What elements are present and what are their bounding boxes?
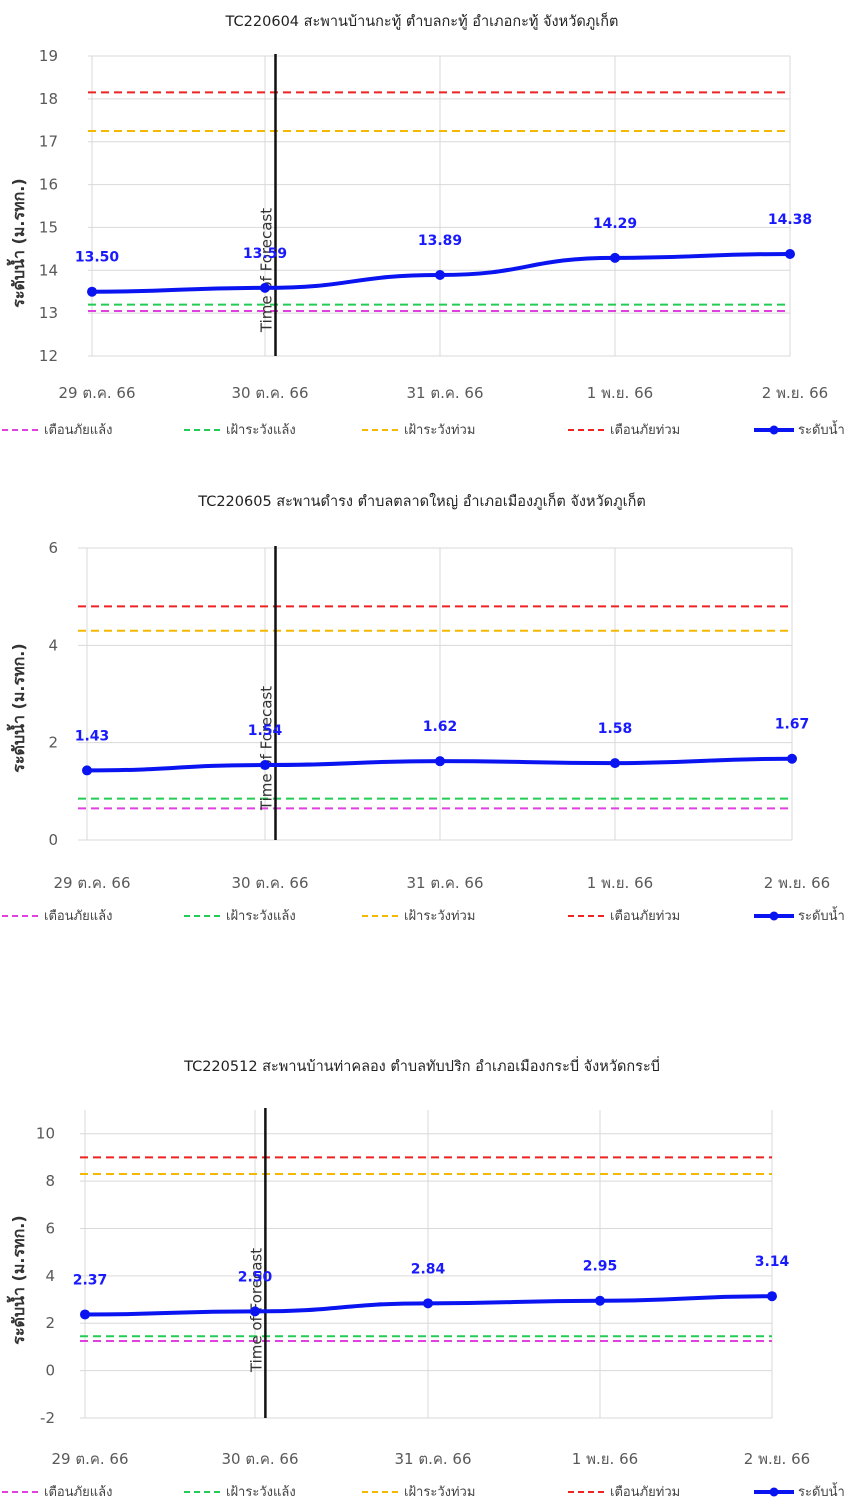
legend-label: ระดับน้ำ [798,906,844,924]
data-label: 1.43 [75,728,110,744]
y-tick-label: 13 [39,304,58,322]
data-point [423,1298,433,1309]
y-tick-label: 17 [39,133,58,151]
data-point [785,249,795,259]
data-point [787,753,797,764]
legend-label: เตือนภัยแล้ง [44,422,112,438]
x-tick-label: 2 พ.ย. 66 [744,1450,810,1468]
data-label: 13.89 [418,233,462,249]
x-tick-label: 1 พ.ย. 66 [587,874,653,892]
y-axis-label: ระดับน้ำ (ม.รทก.) [6,178,28,307]
x-tick-label: 1 พ.ย. 66 [587,384,653,402]
legend-swatch-marker [769,425,779,435]
data-label: 2.50 [238,1269,273,1285]
legend-label: เฝ้าระวังแล้ง [226,1485,296,1500]
x-tick-label: 31 ต.ค. 66 [406,384,483,402]
legend-label: เฝ้าระวังท่วม [404,423,475,438]
y-tick-label: 15 [39,218,58,236]
legend-label: เตือนภัยท่วม [610,1484,680,1500]
data-point [260,282,270,293]
y-tick-label: 18 [39,90,58,108]
y-tick-label: 4 [48,636,58,654]
x-tick-label: 2 พ.ย. 66 [764,874,830,892]
data-label: 1.67 [775,717,810,733]
data-label: 14.38 [768,212,812,228]
y-tick-label: 12 [39,347,58,365]
data-point [767,1291,777,1302]
x-tick-label: 30 ต.ค. 66 [231,874,308,892]
y-tick-label: 2 [48,734,58,752]
chart-title: TC220604 สะพานบ้านกะทู้ ตำบลกะทู้ อำเภอก… [225,11,619,30]
x-tick-label: 2 พ.ย. 66 [762,384,828,402]
y-tick-label: 0 [48,831,58,849]
legend-label: เตือนภัยแล้ง [44,1484,112,1500]
legend-label: ระดับน้ำ [798,420,844,438]
data-point [610,252,620,263]
data-point [435,756,445,767]
chart-svg: TC220605 สะพานดำรง ตำบลตลาดใหญ่ อำเภอเมื… [2,491,844,924]
y-tick-label: 16 [39,176,58,194]
y-tick-label: 8 [45,1172,55,1190]
y-tick-label: 6 [45,1219,55,1237]
data-point [87,286,97,297]
x-tick-label: 31 ต.ค. 66 [406,874,483,892]
data-label: 3.14 [755,1254,790,1270]
y-axis-label: ระดับน้ำ (ม.รทก.) [6,1215,28,1344]
y-tick-label: 4 [45,1267,55,1285]
legend-label: ระดับน้ำ [798,1482,844,1500]
legend-swatch-marker [769,1487,779,1497]
legend-label: เฝ้าระวังท่วม [404,1485,475,1500]
y-tick-label: 14 [39,261,58,279]
x-tick-label: 30 ต.ค. 66 [221,1450,298,1468]
data-point [260,760,270,771]
x-tick-label: 31 ต.ค. 66 [394,1450,471,1468]
data-label: 2.95 [583,1259,618,1275]
y-axis-label: ระดับน้ำ (ม.รทก.) [6,643,28,772]
y-tick-label: 10 [36,1125,55,1143]
y-tick-label: 2 [45,1314,55,1332]
chart-title: TC220512 สะพานบ้านท่าคลอง ตำบลทับปริก อำ… [183,1056,660,1075]
legend-label: เฝ้าระวังท่วม [404,909,475,924]
x-tick-label: 29 ต.ค. 66 [53,874,130,892]
data-label: 1.62 [423,719,458,735]
legend-label: เฝ้าระวังแล้ง [226,909,296,924]
data-point [82,765,92,776]
data-label: 2.37 [73,1272,108,1288]
data-label: 2.84 [411,1261,446,1277]
legend-swatch-marker [769,911,779,921]
data-point [80,1309,90,1320]
data-point [595,1295,605,1306]
x-tick-label: 29 ต.ค. 66 [58,384,135,402]
y-tick-label: 19 [39,47,58,65]
y-tick-label: 6 [48,539,58,557]
chart-tc220512: TC220512 สะพานบ้านท่าคลอง ตำบลทับปริก อำ… [0,1040,844,1510]
data-label: 1.54 [248,723,283,739]
data-point [250,1306,260,1317]
data-label: 1.58 [598,721,633,737]
data-point [435,270,445,280]
legend-label: เตือนภัยแล้ง [44,908,112,924]
chart-tc220604: TC220604 สะพานบ้านกะทู้ ตำบลกะทู้ อำเภอก… [0,0,844,445]
chart-svg: TC220604 สะพานบ้านกะทู้ ตำบลกะทู้ อำเภอก… [2,11,844,438]
legend-label: เฝ้าระวังแล้ง [226,423,296,438]
legend-label: เตือนภัยท่วม [610,908,680,924]
x-tick-label: 30 ต.ค. 66 [231,384,308,402]
legend-label: เตือนภัยท่วม [610,422,680,438]
y-tick-label: -2 [40,1409,55,1427]
chart-title: TC220605 สะพานดำรง ตำบลตลาดใหญ่ อำเภอเมื… [197,491,646,510]
x-tick-label: 1 พ.ย. 66 [572,1450,638,1468]
data-label: 14.29 [593,216,637,232]
x-tick-label: 29 ต.ค. 66 [51,1450,128,1468]
chart-tc220605: TC220605 สะพานดำรง ตำบลตลาดใหญ่ อำเภอเมื… [0,478,844,938]
time-of-forecast-label: Time of Forecast [258,208,276,333]
chart-svg: TC220512 สะพานบ้านท่าคลอง ตำบลทับปริก อำ… [2,1056,844,1500]
data-label: 13.50 [75,250,120,266]
y-tick-label: 0 [45,1362,55,1380]
time-of-forecast-label: Time of Forecast [258,686,276,811]
data-point [610,758,620,769]
data-label: 13.59 [243,246,287,262]
